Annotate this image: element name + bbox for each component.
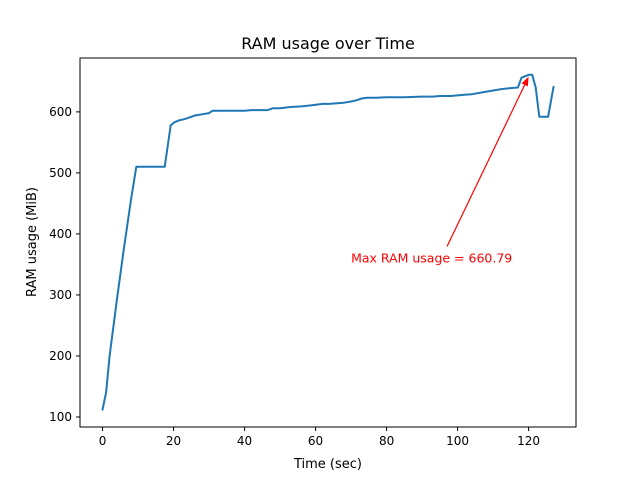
x-tick-label: 100 [446, 434, 469, 448]
y-tick-label: 100 [49, 410, 72, 424]
plot-area [101, 73, 555, 411]
x-tick-label: 120 [517, 434, 540, 448]
y-tick-label: 400 [49, 227, 72, 241]
x-tick-label: 20 [166, 434, 181, 448]
y-tick-label: 500 [49, 166, 72, 180]
ram-usage-line [101, 73, 555, 411]
y-tick-label: 600 [49, 105, 72, 119]
x-tick-label: 40 [237, 434, 252, 448]
x-tick-label: 60 [308, 434, 323, 448]
annotation-text: Max RAM usage = 660.79 [351, 250, 512, 265]
y-axis: 100 200 300 400 500 600 [49, 105, 80, 424]
y-tick-label: 200 [49, 349, 72, 363]
chart-title: RAM usage over Time [241, 34, 415, 53]
y-axis-label: RAM usage (MiB) [25, 187, 40, 297]
x-axis: 0 20 40 60 80 100 120 [99, 427, 540, 448]
annotation-arrow-head [521, 76, 529, 87]
y-tick-label: 300 [49, 288, 72, 302]
plot-frame [79, 57, 577, 428]
x-axis-label: Time (sec) [293, 457, 362, 472]
max-ram-annotation: Max RAM usage = 660.79 [351, 76, 529, 265]
annotation-arrow-shaft [446, 84, 526, 247]
x-tick-label: 80 [379, 434, 394, 448]
x-tick-label: 0 [99, 434, 107, 448]
